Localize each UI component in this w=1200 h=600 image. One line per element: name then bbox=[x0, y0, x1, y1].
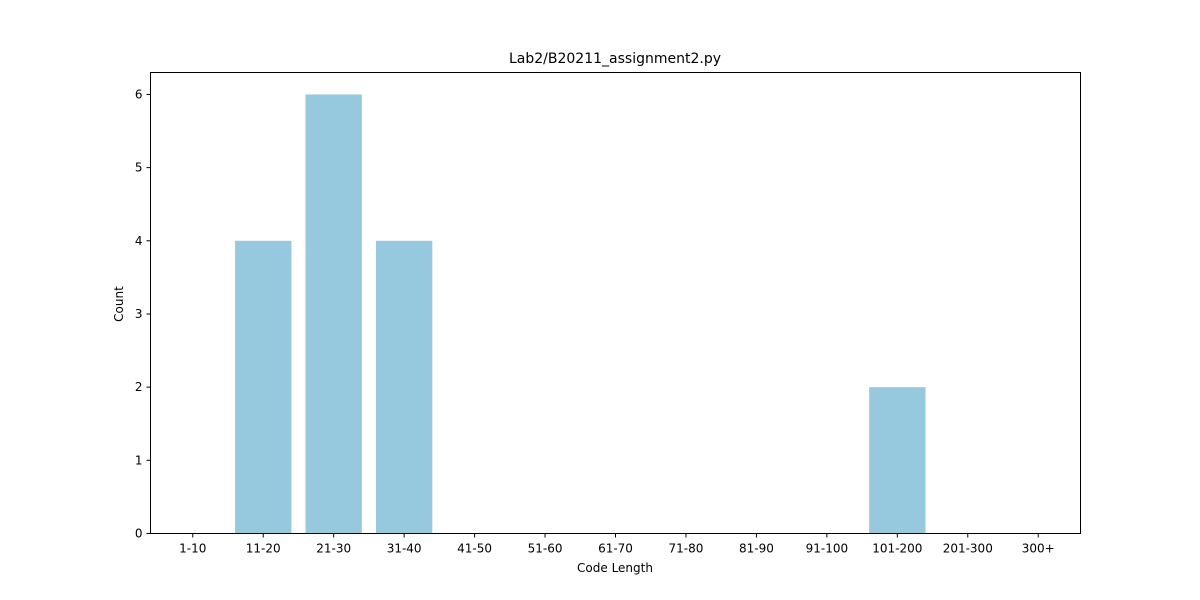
y-tick-label: 1 bbox=[135, 453, 143, 467]
x-tick-label: 91-100 bbox=[806, 542, 849, 556]
x-tick-label: 101-200 bbox=[872, 542, 922, 556]
y-tick-label: 0 bbox=[135, 527, 143, 541]
y-axis: 0 1 2 3 4 5 6 bbox=[135, 87, 151, 541]
x-tick-label: 31-40 bbox=[387, 542, 422, 556]
x-tick-label: 41-50 bbox=[457, 542, 492, 556]
y-axis-label: Count bbox=[112, 286, 126, 322]
y-tick-label: 5 bbox=[135, 161, 143, 175]
x-axis: 1-10 11-20 21-30 31-40 41-50 51-60 61-70 71-80 8… bbox=[179, 533, 1055, 556]
bar-21-30 bbox=[305, 94, 362, 534]
x-tick-label: 51-60 bbox=[528, 542, 563, 556]
x-tick-label: 81-90 bbox=[739, 542, 774, 556]
bar-101-200 bbox=[869, 387, 926, 534]
x-tick-label: 11-20 bbox=[246, 542, 281, 556]
x-tick-label: 1-10 bbox=[179, 542, 206, 556]
bars-group bbox=[235, 94, 926, 534]
x-tick-label: 300+ bbox=[1022, 542, 1055, 556]
y-tick-label: 6 bbox=[135, 87, 143, 101]
y-tick-label: 3 bbox=[135, 307, 143, 321]
x-axis-label: Code Length bbox=[577, 561, 653, 575]
y-tick-label: 4 bbox=[135, 234, 143, 248]
x-tick-label: 21-30 bbox=[316, 542, 351, 556]
x-tick-label: 61-70 bbox=[598, 542, 633, 556]
x-tick-label: 71-80 bbox=[669, 542, 704, 556]
x-tick-label: 201-300 bbox=[943, 542, 993, 556]
chart-title: Lab2/B20211_assignment2.py bbox=[509, 51, 721, 67]
bar-11-20 bbox=[235, 240, 292, 534]
y-tick-label: 2 bbox=[135, 380, 143, 394]
bar-31-40 bbox=[375, 240, 433, 534]
